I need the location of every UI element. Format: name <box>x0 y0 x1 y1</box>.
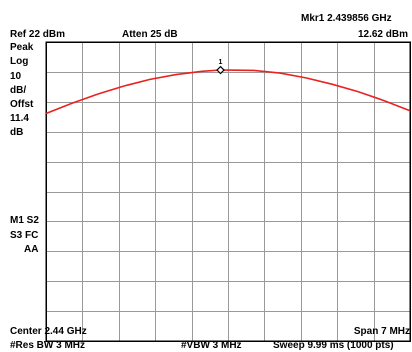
status-line-1: M1 S2 <box>10 215 39 226</box>
marker-number: 1 <box>219 59 223 66</box>
marker-readout: Mkr1 2.439856 GHz <box>301 13 392 24</box>
scale-unit: dB/ <box>10 85 27 96</box>
center-frequency: Center 2.44 GHz <box>10 326 87 337</box>
offset-unit: dB <box>10 127 24 138</box>
resolution-bandwidth: #Res BW 3 MHz <box>10 340 86 351</box>
video-bandwidth: #VBW 3 MHz <box>181 340 242 351</box>
graticule <box>46 42 410 341</box>
sweep-time: Sweep 9.99 ms (1000 pts) <box>273 340 394 351</box>
detector-mode: Peak <box>10 42 34 53</box>
offset-label: Offst <box>10 99 34 110</box>
frequency-span: Span 7 MHz <box>353 326 410 337</box>
offset-value: 11.4 <box>10 113 29 124</box>
marker-amplitude: 12.62 dBm <box>357 29 408 40</box>
reference-level: Ref 22 dBm <box>10 29 66 40</box>
marker-1: 1 <box>216 59 225 75</box>
attenuation: Atten 25 dB <box>122 29 178 40</box>
status-line-2: S3 FC <box>10 230 39 241</box>
scale-type: Log <box>10 56 29 67</box>
marker-diamond-icon <box>216 65 225 75</box>
plot-frame <box>45 41 411 342</box>
scale-value: 10 <box>10 71 22 82</box>
status-line-3: AA <box>24 244 39 255</box>
